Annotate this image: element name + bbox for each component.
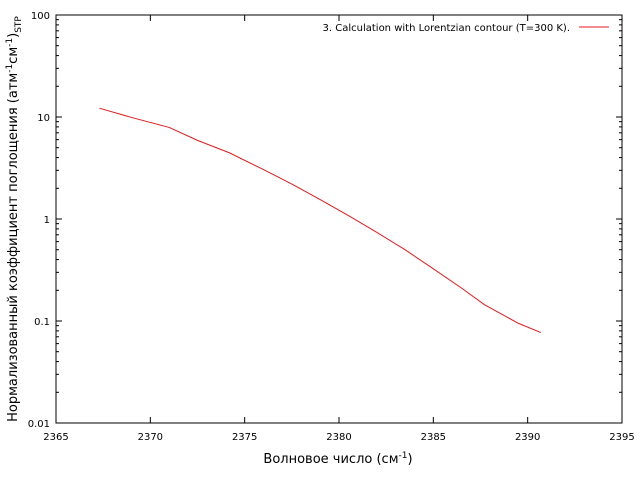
x-tick-label: 2370: [138, 432, 163, 443]
y-tick-label: 100: [31, 11, 50, 22]
series-line: [99, 107, 542, 334]
x-axis-ticks: 2365 2370 2375 2380 2385 2390 2395: [43, 15, 635, 443]
y-axis-ticks: 0.01 0.1 1 10 100: [28, 11, 622, 430]
y-tick-label: 0.01: [28, 419, 50, 430]
y-tick-label: 1: [44, 215, 50, 226]
plot-frame: [55, 14, 623, 424]
series-layer: [99, 107, 542, 334]
x-tick-label: 2375: [232, 432, 257, 443]
x-tick-label: 2380: [326, 432, 351, 443]
x-axis-title: Волновое число (см-1): [263, 451, 412, 467]
y-tick-label: 10: [37, 113, 50, 124]
x-tick-label: 2390: [515, 432, 540, 443]
legend: 3. Calculation with Lorentzian contour (…: [323, 23, 609, 34]
legend-label: 3. Calculation with Lorentzian contour (…: [323, 23, 570, 34]
y-tick-label: 0.1: [34, 317, 50, 328]
y-axis-title: Нормализованный коэффициент поглощения (…: [5, 16, 24, 422]
x-tick-label: 2385: [421, 432, 446, 443]
x-tick-label: 2365: [43, 432, 68, 443]
x-tick-label: 2395: [609, 432, 634, 443]
